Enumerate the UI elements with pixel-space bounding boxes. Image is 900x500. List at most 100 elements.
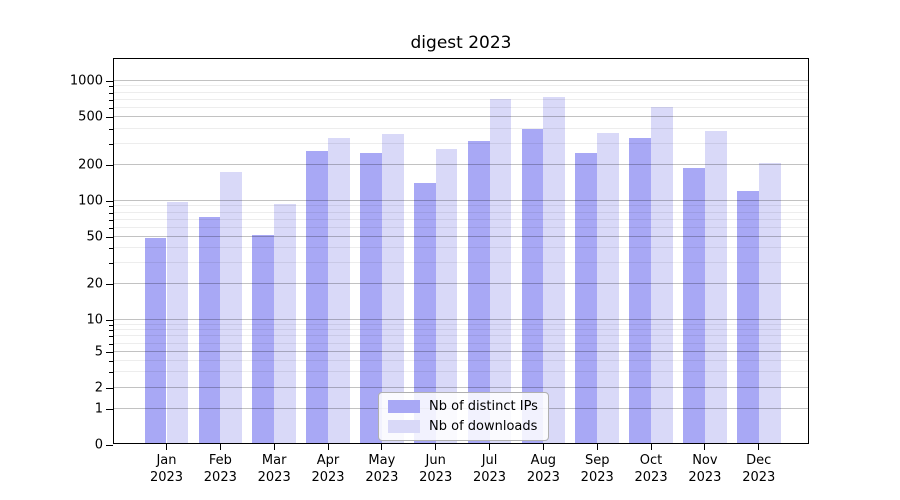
y-tick-label: 500: [78, 109, 103, 125]
x-tick-mark: [650, 443, 652, 450]
x-tick-label: Feb 2023: [203, 453, 237, 485]
y-tick-label: 1: [94, 401, 103, 417]
bar-distinct-ips: [360, 152, 382, 443]
gridline-minor: [114, 98, 808, 100]
x-tick-label: Oct 2023: [634, 453, 668, 485]
y-tick-mark: [106, 388, 113, 389]
x-tick-mark: [166, 443, 167, 450]
x-tick-mark: [327, 443, 329, 450]
y-tick-mark-minor: [109, 330, 113, 332]
x-tick-mark: [219, 443, 221, 450]
y-tick-mark: [106, 320, 113, 321]
y-tick-mark: [106, 409, 113, 410]
y-tick-label: 0: [94, 437, 103, 453]
legend-item-distinct-ips: Nb of distinct IPs: [388, 399, 538, 414]
gridline-minor: [114, 127, 808, 129]
y-tick-mark-minor: [109, 336, 113, 338]
bar-downloads: [328, 137, 350, 443]
legend-swatch-distinct-ips: [388, 400, 420, 413]
x-tick-label: Apr 2023: [311, 453, 345, 485]
gridline-minor: [114, 91, 808, 93]
y-tick-label: 20: [86, 276, 103, 292]
bar-distinct-ips: [736, 190, 759, 443]
y-tick-mark: [106, 81, 113, 82]
x-tick-label: Mar 2023: [257, 453, 291, 485]
gridline-major: [114, 116, 808, 117]
y-tick-mark-minor: [109, 128, 113, 130]
legend-swatch-downloads: [388, 420, 420, 433]
gridline-minor: [114, 106, 808, 108]
chart-title: digest 2023: [410, 33, 512, 53]
y-tick-mark: [106, 237, 113, 238]
y-tick-mark-minor: [109, 212, 113, 214]
bar-downloads: [651, 107, 673, 443]
y-tick-label: 50: [86, 229, 103, 245]
y-tick-mark-minor: [109, 143, 113, 145]
x-tick-label: Jan 2023: [149, 453, 184, 485]
legend-item-downloads: Nb of downloads: [388, 419, 538, 434]
bar-downloads: [166, 202, 189, 443]
y-tick-mark-minor: [109, 86, 113, 88]
x-tick-label: Jun 2023: [419, 453, 453, 485]
y-tick-mark-minor: [109, 372, 113, 374]
x-tick-mark: [596, 443, 598, 450]
bar-distinct-ips: [467, 141, 490, 443]
legend-label-downloads: Nb of downloads: [429, 419, 538, 434]
bar-downloads: [758, 162, 781, 443]
bar-distinct-ips: [198, 217, 221, 443]
y-tick-label: 2: [94, 380, 103, 396]
x-tick-label: Nov 2023: [688, 453, 722, 485]
x-tick-label: Sep 2023: [580, 453, 614, 485]
y-tick-mark-minor: [109, 92, 113, 94]
y-tick-mark-minor: [109, 263, 113, 265]
y-tick-mark-minor: [109, 324, 113, 326]
y-tick-mark-minor: [109, 99, 113, 101]
bar-downloads: [543, 96, 566, 443]
bar-downloads: [597, 132, 620, 443]
bar-downloads: [704, 131, 727, 443]
x-tick-mark: [758, 443, 760, 450]
legend: Nb of distinct IPs Nb of downloads: [378, 392, 549, 441]
y-tick-mark-minor: [109, 343, 113, 345]
bar-distinct-ips: [521, 129, 544, 443]
gridline-minor: [114, 142, 808, 144]
y-tick-mark: [106, 201, 113, 202]
y-tick-mark-minor: [109, 248, 113, 250]
bar-downloads: [489, 98, 512, 443]
x-tick-label: Aug 2023: [526, 453, 560, 485]
x-tick-mark: [381, 443, 383, 450]
x-tick-label: May 2023: [365, 453, 399, 485]
y-tick-label: 200: [78, 157, 103, 173]
y-tick-mark-minor: [109, 227, 113, 229]
bar-distinct-ips: [252, 234, 275, 443]
bar-downloads: [274, 204, 296, 443]
bar-distinct-ips: [575, 153, 598, 443]
x-tick-mark: [273, 443, 275, 450]
bar-distinct-ips: [683, 168, 705, 443]
y-tick-mark-minor: [109, 360, 113, 362]
plot-area: Nb of distinct IPs Nb of downloads 0 1 2 5 1…: [70, 58, 809, 485]
y-tick-label: 1000: [69, 73, 103, 89]
y-tick-mark: [106, 352, 113, 353]
x-tick-mark: [489, 443, 491, 450]
y-tick-mark: [106, 117, 113, 118]
gridline-major: [114, 164, 808, 165]
bar-distinct-ips: [629, 137, 652, 443]
bar-downloads: [435, 149, 458, 443]
y-tick-label: 100: [78, 193, 103, 209]
legend-label-distinct-ips: Nb of distinct IPs: [429, 399, 538, 414]
bar-downloads: [220, 172, 243, 443]
bar-downloads: [381, 133, 404, 443]
y-tick-mark: [106, 165, 113, 166]
gridline-major: [114, 80, 808, 81]
y-tick-label: 10: [86, 312, 103, 328]
y-tick-mark-minor: [109, 219, 113, 221]
x-tick-label: Dec 2023: [742, 453, 776, 485]
x-tick-mark: [435, 443, 437, 450]
gridline-minor: [114, 85, 808, 87]
y-tick-mark-minor: [109, 107, 113, 109]
bar-distinct-ips: [306, 150, 329, 443]
y-tick-mark: [106, 284, 113, 285]
y-tick-mark-minor: [109, 206, 113, 208]
